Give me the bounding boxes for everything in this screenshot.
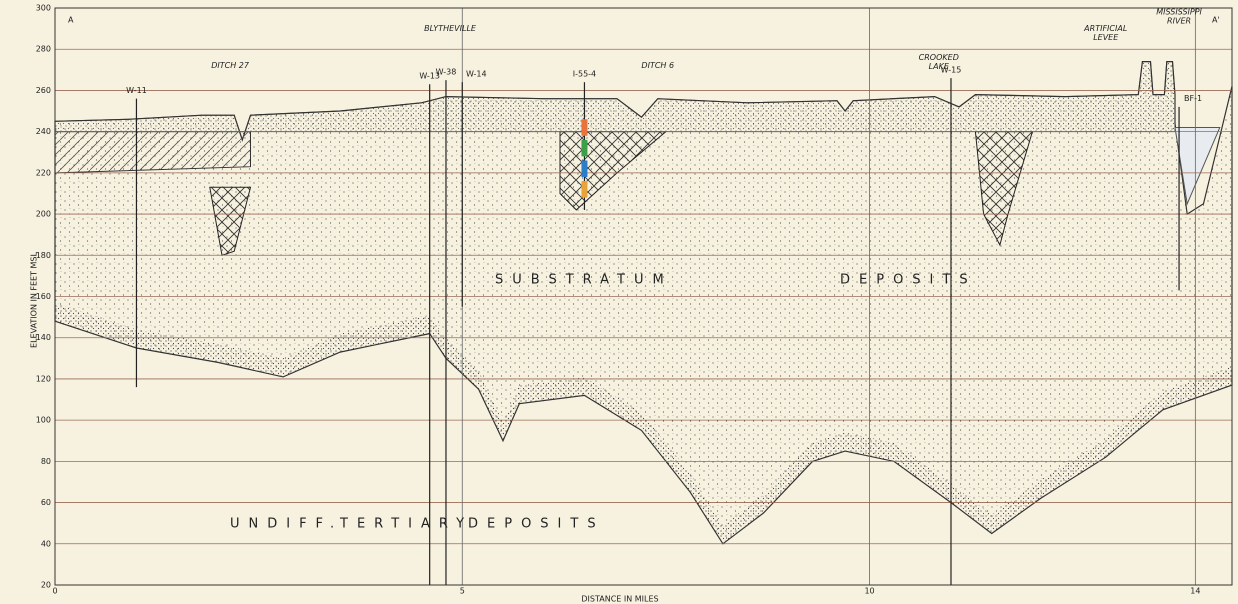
feature-label: LEVEE bbox=[1093, 33, 1119, 42]
cross-section: 2040608010012014016018020022024026028030… bbox=[0, 0, 1238, 604]
y-tick-label: 300 bbox=[36, 4, 51, 13]
feature-label: LAKE bbox=[929, 62, 950, 71]
y-tick-label: 280 bbox=[36, 45, 51, 54]
y-tick-label: 40 bbox=[41, 539, 51, 548]
y-tick-label: 200 bbox=[36, 210, 51, 219]
well-label: W-14 bbox=[466, 69, 487, 78]
geology bbox=[55, 62, 1232, 585]
y-tick-label: 220 bbox=[36, 168, 51, 177]
section-start: A bbox=[68, 16, 74, 25]
feature-label: CROOKED bbox=[919, 53, 959, 62]
log-segment bbox=[581, 119, 587, 135]
log-segment bbox=[581, 181, 587, 197]
x-tick-label: 14 bbox=[1190, 587, 1200, 596]
unit-label: TERTIARY bbox=[339, 517, 473, 532]
y-tick-label: 260 bbox=[36, 86, 51, 95]
x-axis-label: DISTANCE IN MILES bbox=[581, 595, 658, 604]
feature-label: BLYTHEVILLE bbox=[424, 24, 477, 33]
well-label: W-38 bbox=[436, 67, 457, 76]
x-tick-label: 5 bbox=[460, 587, 465, 596]
section-end: A' bbox=[1212, 16, 1220, 25]
well-label: W-11 bbox=[126, 86, 147, 95]
feature-label: DITCH 27 bbox=[211, 61, 250, 70]
well-label: I-55-4 bbox=[573, 69, 596, 78]
topstratum bbox=[55, 62, 1175, 140]
y-tick-label: 60 bbox=[41, 498, 51, 507]
feature-label: RIVER bbox=[1167, 17, 1191, 26]
log-segment bbox=[581, 160, 587, 176]
feature-label: MISSISSIPPI bbox=[1156, 8, 1202, 17]
unit-label: DEPOSITS bbox=[840, 273, 977, 288]
y-axis-label: ELEVATION IN FEET MSL bbox=[30, 252, 39, 348]
unit-label: DEPOSITS bbox=[468, 517, 605, 532]
well-label: BF-1 bbox=[1184, 94, 1202, 103]
log-segment bbox=[581, 140, 587, 156]
x-tick-label: 10 bbox=[864, 587, 874, 596]
unit-label: SUBSTRATUM bbox=[495, 273, 673, 288]
x-tick-label: 0 bbox=[52, 587, 57, 596]
y-tick-label: 20 bbox=[41, 581, 51, 590]
y-tick-label: 240 bbox=[36, 127, 51, 136]
clay-cap bbox=[55, 132, 251, 173]
y-tick-label: 120 bbox=[36, 374, 51, 383]
y-tick-label: 100 bbox=[36, 416, 51, 425]
feature-label: DITCH 6 bbox=[641, 61, 674, 70]
feature-label: ARTIFICIAL bbox=[1083, 24, 1127, 33]
unit-label: UNDIFF. bbox=[230, 517, 343, 532]
y-tick-label: 80 bbox=[41, 457, 51, 466]
